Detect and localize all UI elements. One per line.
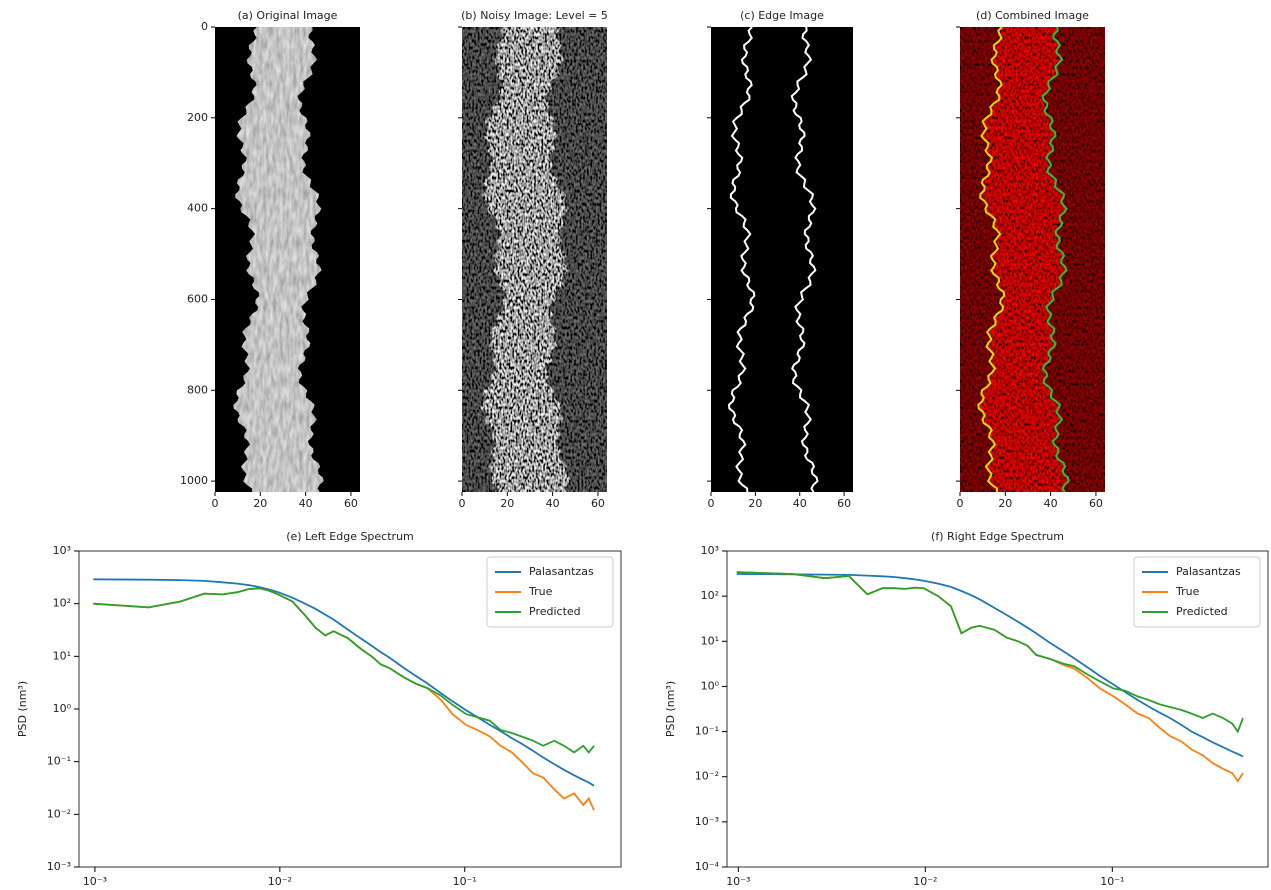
series-line <box>93 578 595 787</box>
panel-title: (c) Edge Image <box>740 9 824 22</box>
x-tick-label: 10⁻³ <box>83 875 107 888</box>
x-tick-label: 20 <box>500 497 514 510</box>
legend-box <box>486 556 614 628</box>
y-tick-label: 600 <box>187 292 208 305</box>
x-tick-label: 0 <box>459 497 466 510</box>
image-content <box>711 26 853 493</box>
edge-line <box>790 26 819 493</box>
legend-label: Palasantzas <box>529 565 594 578</box>
y-tick-label: 10¹ <box>701 634 719 647</box>
legend-label: Predicted <box>1176 605 1228 618</box>
y-tick-label: 10² <box>701 589 719 602</box>
x-tick-label: 20 <box>998 497 1012 510</box>
panel-title: (a) Original Image <box>238 9 338 22</box>
x-tick-label: 0 <box>957 497 964 510</box>
y-axis-label: PSD (nm³) <box>664 681 677 737</box>
series-line <box>736 571 1244 734</box>
edge-line <box>977 26 1006 493</box>
x-tick-label: 0 <box>212 497 219 510</box>
chart-title: (f) Right Edge Spectrum <box>931 530 1064 543</box>
panel-title: (d) Combined Image <box>976 9 1089 22</box>
y-tick-label: 10³ <box>701 544 719 557</box>
x-tick-label: 60 <box>837 497 851 510</box>
x-tick-label: 60 <box>344 497 358 510</box>
y-tick-label: 200 <box>187 111 208 124</box>
y-tick-label: 10⁻⁴ <box>695 860 720 873</box>
legend-label: True <box>1175 585 1200 598</box>
image-background <box>711 27 853 492</box>
x-tick-label: 20 <box>253 497 267 510</box>
x-tick-label: 10⁻¹ <box>453 875 477 888</box>
x-tick-label: 10⁻² <box>268 875 292 888</box>
y-tick-label: 10⁻¹ <box>47 755 71 768</box>
y-tick-label: 0 <box>201 20 208 33</box>
y-tick-label: 400 <box>187 202 208 215</box>
chart-title: (e) Left Edge Spectrum <box>286 530 414 543</box>
edge-line <box>727 26 756 493</box>
x-tick-label: 10⁻³ <box>726 875 750 888</box>
panel-title: (b) Noisy Image: Level = 5 <box>461 9 608 22</box>
legend-box <box>1133 556 1261 628</box>
x-tick-label: 40 <box>793 497 807 510</box>
y-tick-label: 1000 <box>180 474 208 487</box>
image-content <box>960 26 1105 493</box>
y-tick-label: 800 <box>187 383 208 396</box>
x-tick-label: 10⁻¹ <box>1100 875 1124 888</box>
series-line <box>736 573 1244 758</box>
y-tick-label: 10⁻³ <box>695 815 719 828</box>
plot-frame <box>78 550 622 868</box>
x-tick-label: 60 <box>1089 497 1103 510</box>
legend-label: Palasantzas <box>1176 565 1241 578</box>
series-line <box>93 587 595 754</box>
y-axis-label: PSD (nm³) <box>16 681 29 737</box>
x-tick-label: 40 <box>1044 497 1058 510</box>
y-tick-label: 10⁻³ <box>47 860 71 873</box>
y-tick-label: 10⁻² <box>695 770 719 783</box>
y-tick-label: 10³ <box>53 544 71 557</box>
plot-frame <box>726 550 1269 868</box>
x-tick-label: 0 <box>708 497 715 510</box>
x-tick-label: 10⁻² <box>913 875 937 888</box>
x-tick-label: 40 <box>546 497 560 510</box>
y-tick-label: 10² <box>53 597 71 610</box>
x-tick-label: 40 <box>299 497 313 510</box>
y-tick-label: 10¹ <box>53 649 71 662</box>
image-content <box>462 27 607 492</box>
y-tick-label: 10⁻¹ <box>695 725 719 738</box>
y-tick-label: 10⁰ <box>53 702 72 715</box>
y-tick-label: 10⁰ <box>701 679 720 692</box>
y-tick-label: 10⁻² <box>47 807 71 820</box>
image-content <box>215 27 360 492</box>
x-tick-label: 60 <box>591 497 605 510</box>
legend-label: Predicted <box>529 605 581 618</box>
x-tick-label: 20 <box>748 497 762 510</box>
edge-line <box>1041 26 1070 493</box>
legend-label: True <box>528 585 553 598</box>
